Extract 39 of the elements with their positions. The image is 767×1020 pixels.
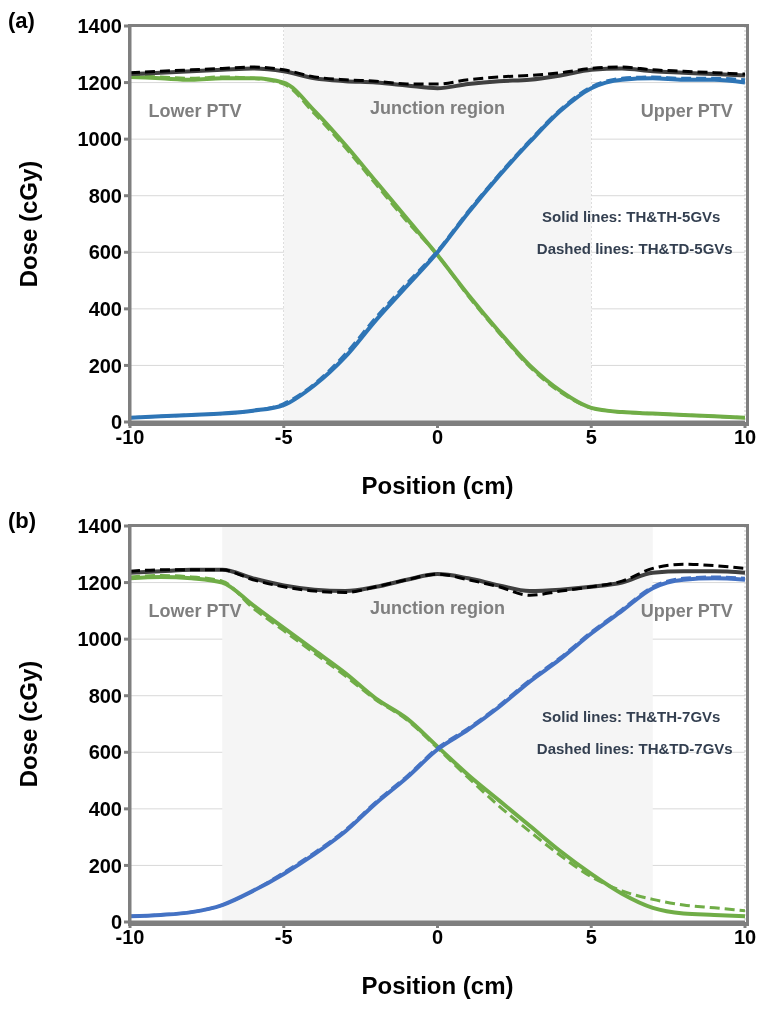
x-tick-label: -5 — [274, 926, 293, 949]
y-tick-label: 600 — [88, 741, 122, 764]
y-tick-label: 800 — [88, 684, 122, 707]
annotation: Dashed lines: TH&TD-7GVs — [536, 739, 733, 757]
annotation: Upper PTV — [640, 101, 733, 123]
y-tick-label: 1200 — [77, 571, 122, 594]
x-tick-label: 10 — [733, 926, 757, 949]
chart-title: (b) — [8, 508, 37, 534]
y-tick-label: 1400 — [77, 15, 122, 38]
y-tick-label: 1000 — [77, 128, 122, 151]
x-tick-label: 5 — [585, 926, 597, 949]
y-tick-label: 400 — [88, 797, 122, 820]
y-tick-label: 1200 — [77, 71, 122, 94]
x-tick-label: 0 — [431, 426, 444, 449]
annotation: Solid lines: TH&TH-7GVs — [542, 708, 721, 726]
x-tick-label: 10 — [733, 426, 757, 449]
y-axis-title: Dose (cGy) — [14, 660, 42, 788]
x-tick-label: -5 — [274, 426, 293, 449]
y-tick-label: 1000 — [77, 628, 122, 651]
y-tick-label: 200 — [88, 354, 122, 377]
x-axis-title: Position (cm) — [361, 472, 514, 499]
y-tick-label: 1400 — [77, 515, 122, 538]
band-label: Junction region — [370, 598, 505, 619]
annotation: Dashed lines: TH&TD-5GVs — [536, 239, 733, 257]
line-series — [130, 65, 745, 86]
y-axis-title: Dose (cGy) — [14, 160, 42, 288]
y-tick-label: 800 — [88, 184, 122, 207]
x-tick-label: 5 — [585, 426, 597, 449]
chart-title: (a) — [8, 8, 35, 34]
y-tick-label: 600 — [88, 241, 122, 264]
y-tick-label: 200 — [88, 854, 122, 877]
band-label: Junction region — [370, 98, 505, 119]
x-axis-title: Position (cm) — [361, 972, 514, 999]
annotation: Lower PTV — [148, 101, 242, 123]
annotation: Upper PTV — [640, 601, 733, 623]
y-tick-label: 400 — [88, 297, 122, 320]
annotation: Lower PTV — [148, 601, 242, 623]
annotation: Solid lines: TH&TH-5GVs — [542, 208, 721, 226]
x-tick-label: 0 — [431, 926, 444, 949]
